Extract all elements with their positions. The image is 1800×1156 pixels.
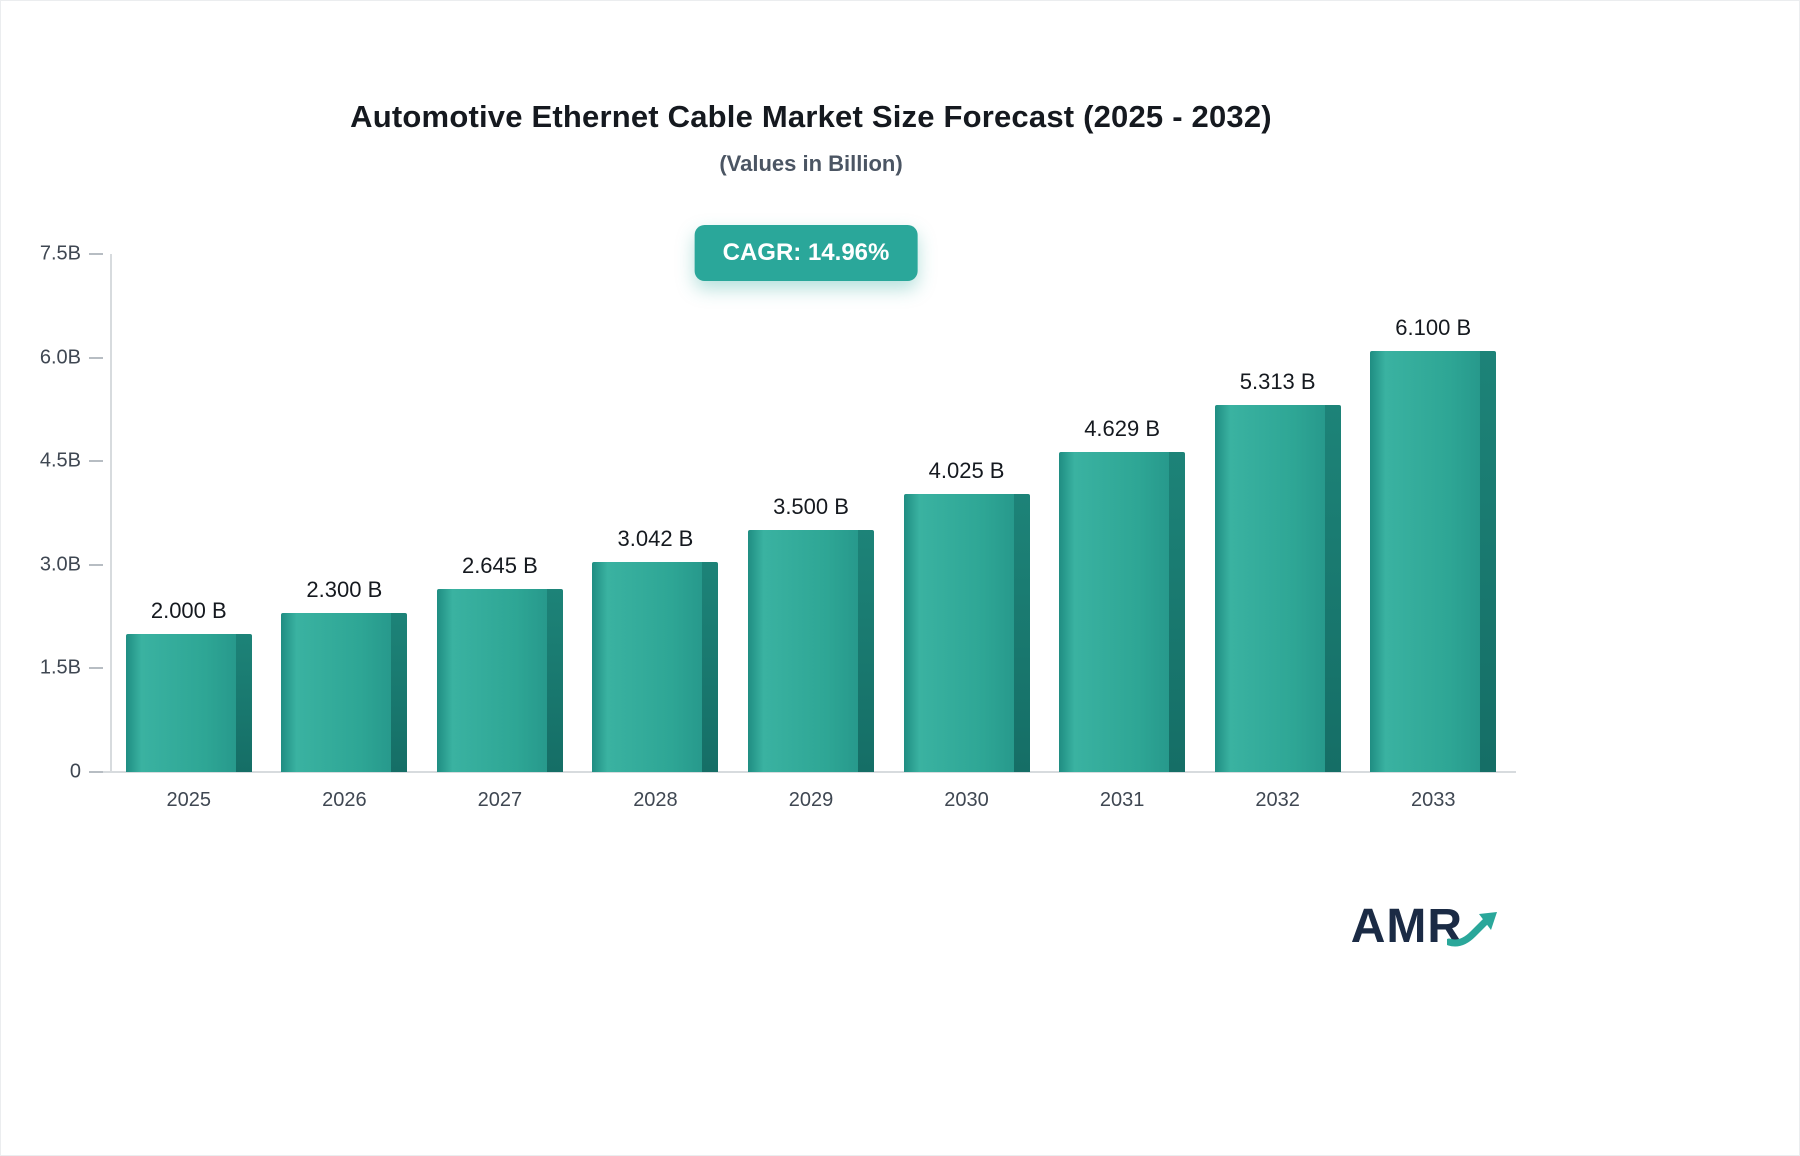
bar: [1370, 351, 1496, 772]
bar-front-face: [437, 589, 547, 772]
bar-side-face: [702, 562, 718, 772]
bar-front-face: [126, 634, 236, 772]
bar: [748, 530, 874, 772]
x-axis-label: 2033: [1410, 789, 1456, 811]
bar-side-face: [391, 613, 407, 772]
x-axis-label: 2030: [944, 789, 989, 811]
bar-value-label: 3.042 B: [617, 526, 694, 551]
bar-side-face: [858, 530, 874, 772]
y-axis-tick-label: 1.5B: [39, 656, 81, 679]
bar-side-face: [547, 589, 563, 772]
y-axis-tick-mark: [89, 771, 103, 773]
x-axis-label: 2026: [322, 789, 367, 811]
bar-side-face: [1480, 351, 1496, 772]
bar-value-label: 6.100 B: [1395, 315, 1472, 340]
bar-front-face: [281, 613, 391, 772]
bar: [437, 589, 563, 772]
bar-front-face: [748, 530, 858, 772]
y-axis-tick-label: 0: [69, 760, 81, 783]
chart-title: Automotive Ethernet Cable Market Size Fo…: [350, 99, 1272, 134]
bar: [126, 634, 252, 772]
x-axis-line: [96, 771, 1516, 773]
x-axis-label: 2027: [477, 789, 523, 811]
x-axis-label: 2031: [1099, 789, 1145, 811]
brand-logo-text: AMR: [1350, 900, 1463, 953]
trending-up-arrow-icon: [1447, 911, 1497, 946]
brand-logo: AMR: [1351, 899, 1499, 954]
y-axis-tick-mark: [89, 563, 103, 566]
bar: [592, 562, 718, 772]
bar-side-face: [1169, 452, 1185, 772]
bar: [1059, 452, 1185, 772]
bar-side-face: [1014, 494, 1030, 772]
y-axis-tick-label: 4.5B: [39, 449, 81, 472]
bar-front-face: [592, 562, 702, 772]
x-axis-label: 2028: [633, 789, 678, 811]
chart-subtitle: (Values in Billion): [719, 151, 903, 176]
bar: [904, 494, 1030, 772]
bar-front-face: [904, 494, 1014, 772]
bar-value-label: 4.025 B: [928, 458, 1005, 483]
bar-value-label: 2.000 B: [150, 598, 227, 623]
bar: [281, 613, 407, 772]
x-axis-label: 2025: [166, 789, 212, 811]
y-axis-tick-label: 6.0B: [39, 346, 81, 369]
bar-value-label: 5.313 B: [1239, 369, 1316, 394]
y-axis-line: [110, 254, 112, 772]
y-axis-tick-mark: [89, 460, 103, 463]
y-axis-tick-mark: [89, 667, 103, 670]
bar-value-label: 3.500 B: [773, 494, 849, 519]
bar-front-face: [1059, 452, 1169, 772]
bar-front-face: [1370, 351, 1480, 772]
bar-side-face: [236, 634, 252, 772]
y-axis-tick-mark: [89, 253, 103, 255]
bar-value-label: 4.629 B: [1084, 416, 1161, 441]
x-axis-label: 2032: [1255, 789, 1300, 811]
y-axis-tick-mark: [89, 356, 103, 359]
y-axis-tick-label: 3.0B: [39, 553, 81, 576]
bar-front-face: [1215, 405, 1325, 772]
y-axis-tick-label: 7.5B: [39, 242, 81, 265]
bar: [1215, 405, 1341, 772]
cagr-badge: CAGR: 14.96%: [694, 225, 918, 281]
bar-side-face: [1325, 405, 1341, 772]
x-axis-label: 2029: [788, 789, 834, 811]
bar-value-label: 2.300 B: [306, 577, 383, 602]
bar-value-label: 2.645 B: [461, 553, 538, 578]
